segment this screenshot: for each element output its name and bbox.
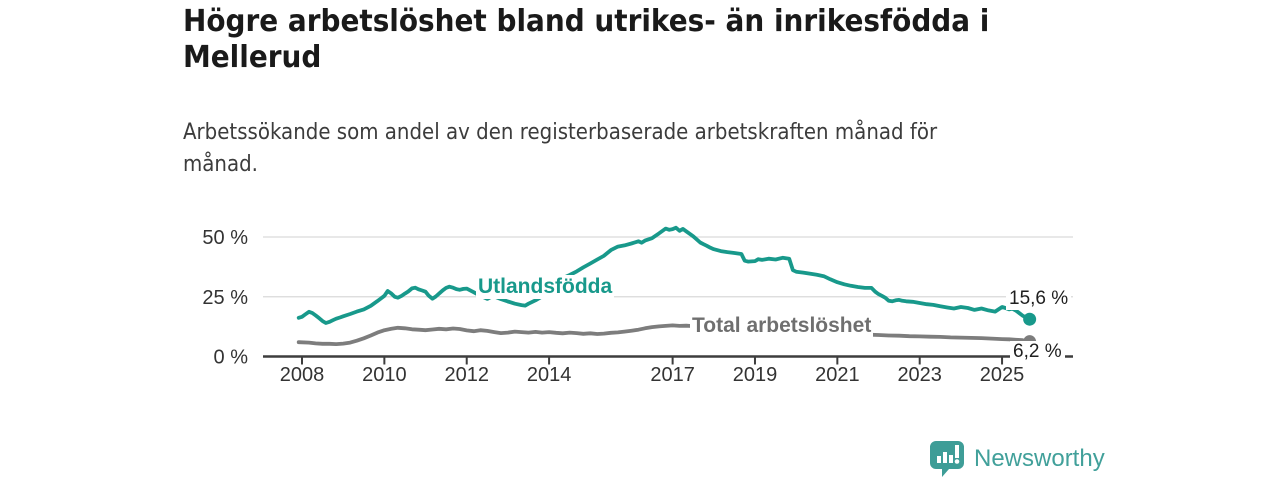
chart-title-line2: Mellerud xyxy=(183,40,322,75)
exclamation-dot-icon xyxy=(954,459,960,464)
series-label-utlandsfodda: Utlandsfödda xyxy=(476,275,615,299)
y-tick-label-50: 50 % xyxy=(202,227,248,249)
bar-icon-2 xyxy=(943,452,947,463)
x-tick-label-2012: 2012 xyxy=(444,364,489,386)
series-label-total-arbetsloshet: Total arbetslöshet xyxy=(690,314,874,338)
bar-icon-1 xyxy=(937,456,941,463)
exclamation-bar-icon xyxy=(955,445,959,458)
x-tick-label-2017: 2017 xyxy=(650,364,695,386)
chart-subtitle-line1: Arbetssökande som andel av den registerb… xyxy=(183,120,938,145)
end-value-label-utlandsfodda: 15,6 % xyxy=(1006,288,1072,310)
y-tick-label-0: 0 % xyxy=(214,347,249,369)
x-tick-label-2021: 2021 xyxy=(815,364,860,386)
end-value-label-total: 6,2 % xyxy=(1010,341,1065,363)
chart-subtitle: Arbetssökande som andel av den registerb… xyxy=(183,117,1163,181)
line-total-arbetsl-shet xyxy=(296,323,1032,347)
line-utlandsf-dda xyxy=(296,225,1032,325)
chart-title: Högre arbetslöshet bland utrikes- än inr… xyxy=(183,4,1163,76)
newsworthy-logo[interactable]: Newsworthy xyxy=(930,440,1105,478)
newsworthy-logo-text: Newsworthy xyxy=(974,445,1105,472)
end-dot-utlandsf-dda xyxy=(1023,312,1037,326)
y-tick-label-25: 25 % xyxy=(202,287,248,309)
chart-title-line1: Högre arbetslöshet bland utrikes- än inr… xyxy=(183,4,990,39)
bar-icon-3 xyxy=(949,455,953,463)
newsworthy-logo-icon xyxy=(930,441,964,477)
x-tick-label-2025: 2025 xyxy=(980,364,1025,386)
chart-subtitle-line2: månad. xyxy=(183,152,258,177)
x-tick-label-2008: 2008 xyxy=(280,364,325,386)
x-tick-label-2023: 2023 xyxy=(897,364,942,386)
x-tick-label-2019: 2019 xyxy=(733,364,778,386)
x-tick-label-2014: 2014 xyxy=(527,364,572,386)
x-tick-label-2010: 2010 xyxy=(362,364,407,386)
